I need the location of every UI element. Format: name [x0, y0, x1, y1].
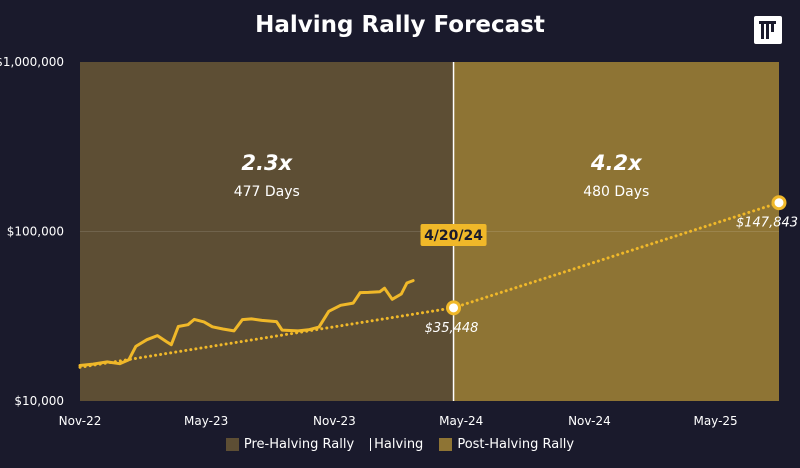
y-tick-label: $10,000 — [14, 394, 64, 408]
x-tick-label: May-25 — [693, 414, 737, 428]
chart-legend: Pre-Halving Rally Halving Post-Halving R… — [0, 437, 800, 452]
legend-swatch-post — [439, 438, 453, 451]
region-pre-halving — [80, 62, 454, 401]
region-multiplier: 2.3x — [241, 151, 293, 175]
legend-item-halving: Halving — [370, 437, 423, 452]
legend-swatch-halving — [370, 438, 372, 451]
chart-title: Halving Rally Forecast — [255, 12, 545, 38]
region-days: 477 Days — [234, 184, 300, 200]
legend-item-post: Post-Halving Rally — [439, 437, 574, 452]
x-tick-label: May-24 — [439, 414, 483, 428]
legend-label-halving: Halving — [374, 437, 424, 452]
region-multiplier: 4.2x — [590, 151, 643, 175]
annotation-point — [771, 195, 787, 211]
halving-date-label: 4/20/24 — [424, 228, 483, 244]
brand-logo-icon — [754, 16, 782, 44]
x-tick-label: Nov-22 — [59, 414, 102, 428]
x-tick-label: Nov-24 — [568, 414, 611, 428]
price-line — [78, 279, 415, 367]
region-days: 480 Days — [583, 184, 649, 200]
legend-label-pre: Pre-Halving Rally — [243, 437, 355, 452]
legend-swatch-pre — [225, 438, 239, 451]
y-tick-label: $100,000 — [7, 225, 64, 239]
legend-item-pre: Pre-Halving Rally — [225, 437, 355, 452]
halving-date-box — [420, 224, 487, 246]
x-tick-label: Nov-23 — [313, 414, 356, 428]
legend-label-post: Post-Halving Rally — [457, 437, 575, 452]
y-tick-label: $1,000,000 — [0, 55, 64, 69]
annotation-label: $35,448 — [425, 321, 479, 336]
annotation-label: $147,843 — [736, 216, 798, 231]
x-tick-label: May-23 — [184, 414, 228, 428]
annotation-point — [446, 300, 462, 316]
region-post-halving — [453, 62, 779, 401]
